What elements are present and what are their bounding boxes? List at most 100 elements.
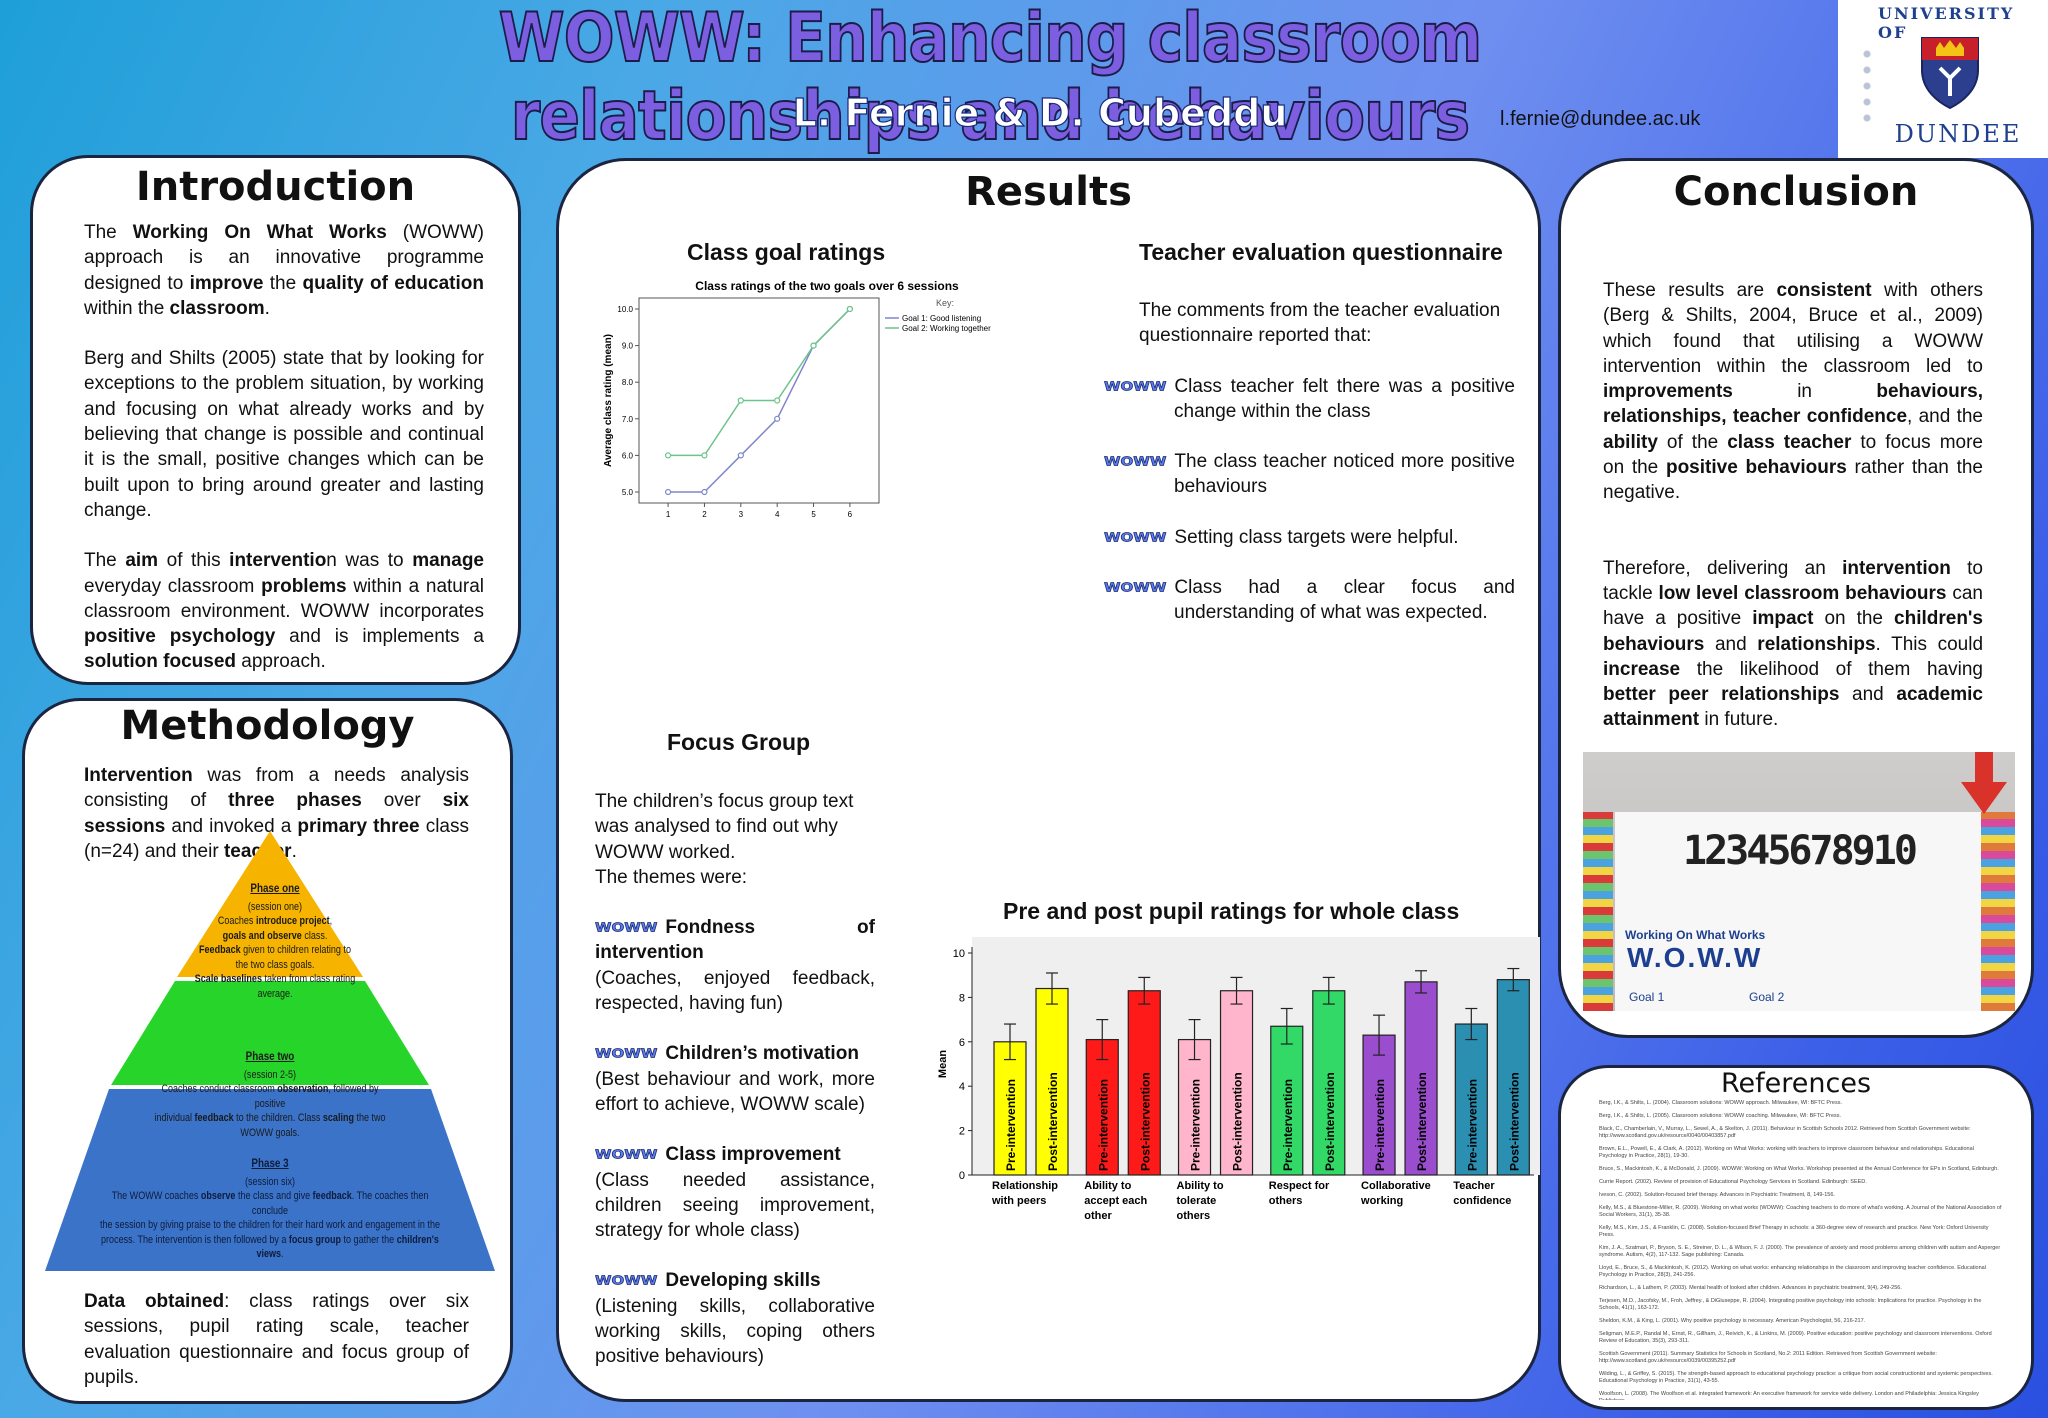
- bar-series-label: Post-intervention: [1415, 1072, 1429, 1171]
- category-label: Ability to tolerate others: [1177, 1180, 1224, 1222]
- woww-bullet-icon: WOWW: [1104, 579, 1167, 595]
- logo-dots: [1860, 46, 1874, 126]
- category-label: Relationship with peers: [991, 1180, 1058, 1207]
- data-point: [737, 397, 744, 404]
- teacher-eval-item-text: Setting class targets were helpful.: [1174, 526, 1459, 548]
- category-label: Ability to accept each other: [1084, 1180, 1147, 1222]
- phase-one-text: Phase one (session one) Coaches introduce…: [181, 881, 370, 1001]
- crest-icon: [1921, 37, 1979, 110]
- teacher-eval-section: The comments from the teacher evaluation…: [1104, 298, 1515, 651]
- photo-goal-2: Goal 2: [1749, 990, 1785, 1004]
- pyramid-phase-two: [111, 981, 429, 1085]
- reference-item: Bruce, S., Mackintosh, K., & McDonald, J…: [1599, 1166, 1999, 1172]
- data-point: [737, 452, 744, 459]
- focus-theme-title: Fondness of intervention: [595, 917, 875, 964]
- reference-item: Terjesen, M.D., Jacofsky, M., Froh, Jeff…: [1599, 1298, 1982, 1311]
- woww-bullet-icon: WOWW: [595, 919, 658, 935]
- y-tick-label: 8.0: [622, 378, 634, 387]
- data-point: [774, 415, 781, 422]
- reference-item: Kelly, M.S., Kim, J.S., & Franklin, C. (…: [1599, 1225, 1989, 1238]
- phase-three-title: Phase 3: [251, 1156, 289, 1170]
- reference-item: Berg, I.K., & Shilts, L. (2005). Classro…: [1599, 1113, 1842, 1119]
- teacher-eval-item-text: The class teacher noticed more positive …: [1174, 451, 1515, 498]
- introduction-p3: The aim of this intervention was to mana…: [84, 550, 485, 673]
- introduction-panel: Introduction The Working On What Works (…: [30, 155, 521, 685]
- category-label: Collaborative working: [1360, 1180, 1431, 1207]
- series-line: [668, 308, 851, 457]
- teacher-eval-list: WOWW Class teacher felt there was a posit…: [1104, 374, 1515, 626]
- bar: [1496, 979, 1530, 1176]
- data-point: [701, 488, 708, 496]
- teacher-eval-item: WOWW Setting class targets were helpful.: [1104, 525, 1515, 550]
- photo-board: [1615, 812, 1981, 1011]
- author-email: l.fernie@dundee.ac.uk: [1500, 108, 1701, 130]
- category-label: Respect for others: [1269, 1180, 1330, 1207]
- bar: [1085, 1038, 1119, 1176]
- conclusion-text: These results are consistent with others…: [1603, 278, 1983, 758]
- bar: [1270, 1025, 1304, 1176]
- bar-series-label: Post-intervention: [1046, 1072, 1060, 1171]
- down-arrow-icon: [1961, 752, 2007, 814]
- bar-series-label: Post-intervention: [1231, 1072, 1245, 1171]
- phase-three-lines: (session six) The WOWW coaches observe th…: [100, 1175, 440, 1261]
- logo-arc-text: UNIVERSITY OF: [1878, 4, 2015, 42]
- reference-item: Currie Report. (2002). Review of provisi…: [1599, 1179, 1867, 1185]
- x-tick-label: 3: [739, 510, 744, 518]
- x-tick-label: 6: [848, 510, 853, 518]
- focus-group-section: The children’s focus group text was anal…: [595, 789, 875, 1395]
- poster-authors: L. Fernie & D. Cubeddu: [792, 90, 1288, 135]
- class-goal-heading: Class goal ratings: [687, 239, 886, 265]
- focus-theme-detail: (Listening skills, collaborative working…: [595, 1295, 875, 1368]
- line-chart-plot-area: [638, 297, 880, 504]
- focus-theme: WOWW Developing skills (Listening skills, …: [595, 1268, 875, 1369]
- phase-one-lines: (session one) Coaches introduce project, g…: [194, 900, 356, 1000]
- methodology-intro: Intervention was from a needs analysis c…: [84, 765, 470, 862]
- focus-theme-detail: (Class needed assistance, children seein…: [595, 1169, 875, 1242]
- results-heading: Results: [965, 169, 1132, 215]
- reference-item: Wilding, L., & Griffey, S. (2015). The s…: [1599, 1371, 1993, 1384]
- teacher-eval-heading: Teacher evaluation questionnaire: [1139, 239, 1503, 265]
- photo-goal-1: Goal 1: [1629, 990, 1665, 1004]
- references-heading: References: [1720, 1068, 1872, 1099]
- reference-item: Woolfson, L. (2008). The Woolfson et al.…: [1599, 1391, 1979, 1400]
- focus-group-themes-label: The themes were:: [595, 866, 748, 888]
- reference-item: Brown, E.L., Powell, E., & Clark, A. (20…: [1599, 1146, 1974, 1159]
- classroom-board-photo: 12345678910 Working On What Works W.O.W.…: [1583, 752, 2015, 1011]
- y-tick-label: 9.0: [622, 342, 634, 351]
- y-tick-label: 0: [959, 1170, 965, 1182]
- line-chart-title: Class ratings of the two goals over 6 se…: [695, 279, 959, 293]
- bar-series-label: Pre-intervention: [1373, 1079, 1387, 1171]
- phase-three-text: Phase 3 (session six) The WOWW coaches ob…: [98, 1156, 442, 1262]
- category-label: Teacher confidence: [1453, 1180, 1511, 1207]
- focus-theme-title: Developing skills: [665, 1270, 821, 1292]
- methodology-panel: Methodology Intervention was from a need…: [22, 698, 513, 1404]
- phase-two-lines: (session 2-5) Coaches conduct classroom o…: [154, 1068, 386, 1139]
- y-tick-label: 7.0: [622, 415, 634, 424]
- bar: [1177, 1038, 1212, 1176]
- results-panel: Results Class goal ratings Class ratings…: [556, 158, 1541, 1402]
- y-tick-label: 6: [959, 1037, 965, 1049]
- data-point: [701, 452, 708, 459]
- y-tick-label: 2: [959, 1126, 965, 1138]
- prepost-heading: Pre and post pupil ratings for whole cla…: [1003, 898, 1460, 924]
- bar-series-label: Post-intervention: [1323, 1072, 1337, 1171]
- x-tick-label: 2: [702, 510, 707, 518]
- data-point: [774, 397, 781, 404]
- pyramid-phase-one: [177, 831, 363, 977]
- conclusion-p1: These results are consistent with others…: [1603, 280, 1983, 504]
- focus-theme-title: Class improvement: [665, 1144, 841, 1166]
- references-list: Berg, I.K., & Shilts, L. (2004). Classro…: [1599, 1100, 2003, 1400]
- woww-bullet-icon: WOWW: [595, 1045, 658, 1062]
- y-axis-label: Average class rating (mean): [603, 334, 614, 467]
- conclusion-p2: Therefore, delivering an intervention to…: [1603, 557, 1984, 731]
- woww-bullet-icon: WOWW: [595, 1146, 658, 1163]
- teacher-eval-item-text: Class teacher felt there was a positive …: [1174, 375, 1515, 422]
- photo-label-big: W.O.W.W: [1627, 942, 1763, 973]
- bar: [1035, 987, 1069, 1176]
- focus-theme-detail: (Coaches, enjoyed feedback, respected, h…: [595, 967, 875, 1015]
- data-point: [846, 305, 854, 313]
- y-tick-label: 10: [953, 948, 965, 960]
- reference-item: Richardson, L., & Lathem, P. (2003). Men…: [1599, 1285, 1902, 1291]
- focus-theme: WOWW Children’s motivation (Best behaviour…: [595, 1041, 875, 1117]
- woww-bullet-icon: WOWW: [1104, 453, 1167, 469]
